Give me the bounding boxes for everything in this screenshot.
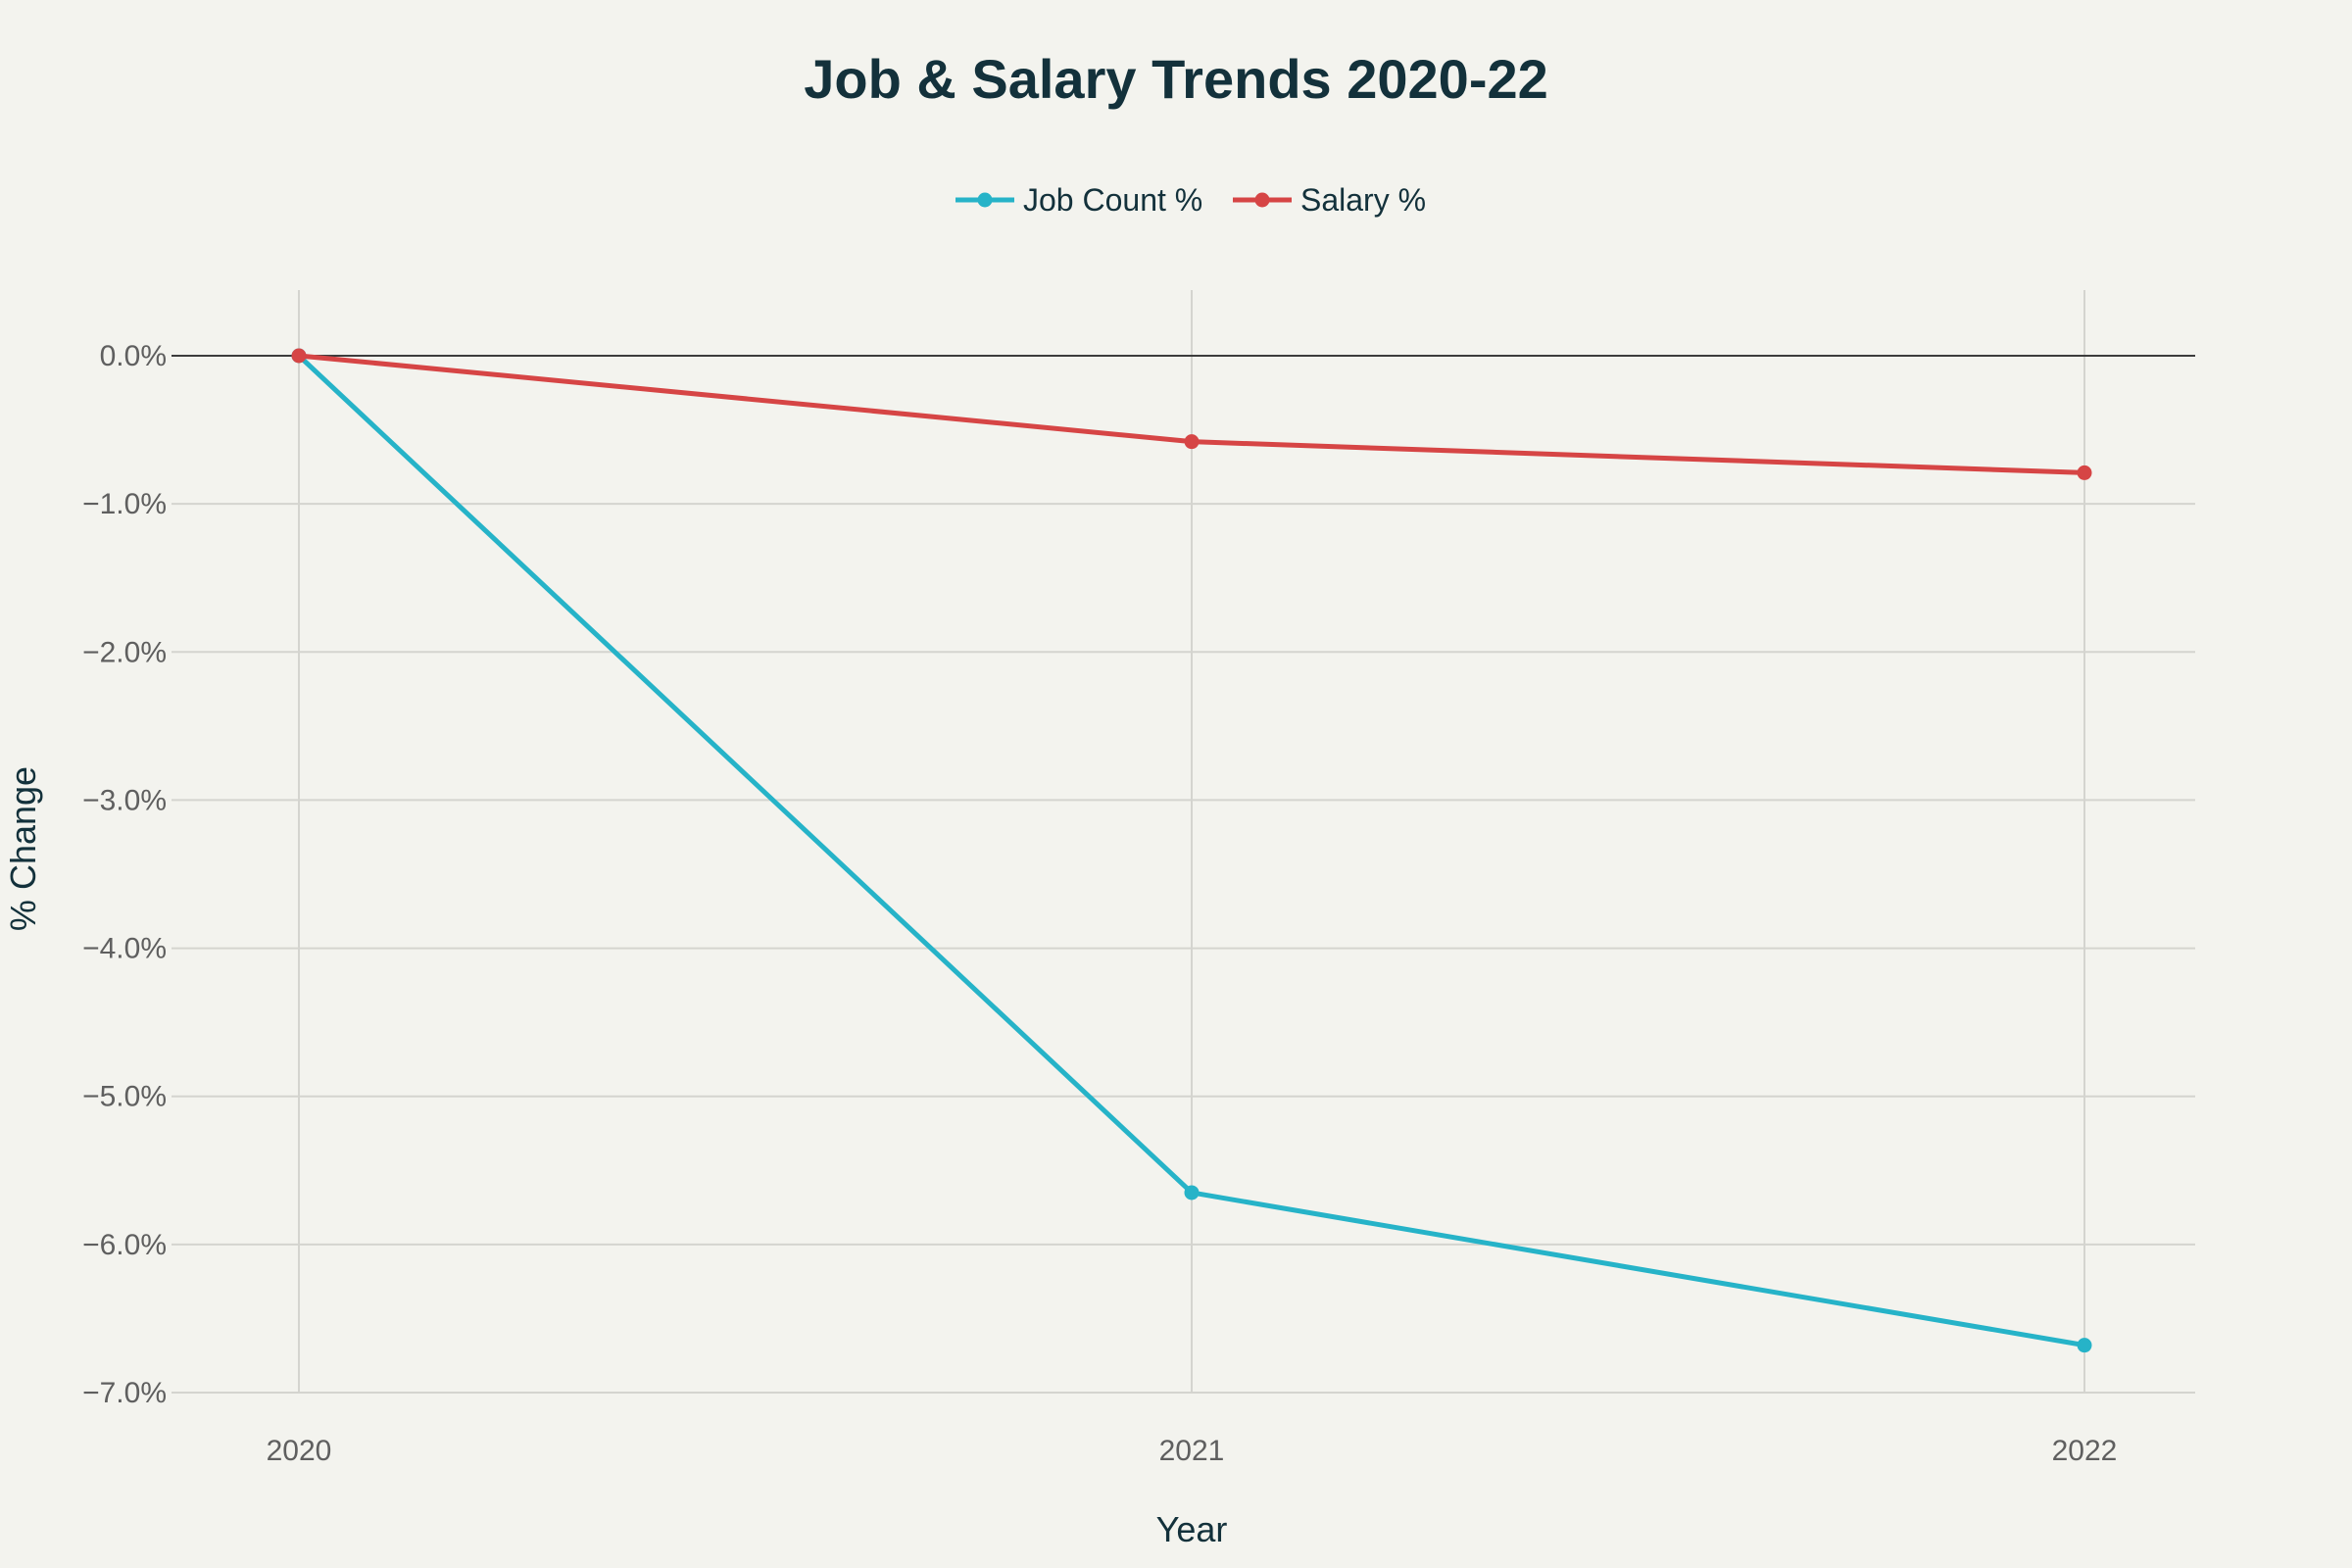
y-axis-title: % Change — [3, 766, 43, 931]
data-point[interactable] — [1184, 434, 1200, 450]
x-tick-label: 2020 — [267, 1435, 332, 1467]
chart-title: Job & Salary Trends 2020-22 — [804, 48, 1548, 110]
y-tick-label: −6.0% — [82, 1229, 167, 1261]
x-gridlines — [298, 290, 2085, 1393]
series-1 — [291, 348, 2092, 480]
data-point[interactable] — [1184, 1185, 1200, 1200]
legend-item[interactable]: Salary % — [1233, 182, 1426, 218]
legend-item[interactable]: Job Count % — [956, 182, 1202, 218]
x-tick-label: 2021 — [1159, 1435, 1225, 1467]
y-tick-label: −1.0% — [82, 488, 167, 520]
y-gridlines — [172, 355, 2195, 1394]
legend-swatch-marker — [977, 192, 993, 208]
x-tick-labels: 2020 2021 2022 — [267, 1435, 2118, 1467]
series-layer — [291, 348, 2092, 1353]
data-point[interactable] — [2077, 465, 2092, 480]
legend-label: Salary % — [1300, 182, 1426, 218]
y-tick-label: −3.0% — [82, 784, 167, 816]
y-tick-label: −7.0% — [82, 1377, 167, 1409]
data-point[interactable] — [291, 348, 307, 364]
legend[interactable]: Job Count % Salary % — [956, 182, 1426, 218]
data-point[interactable] — [2077, 1338, 2092, 1353]
y-tick-labels: 0.0% −1.0% −2.0% −3.0% −4.0% −5.0% −6.0% −7.0% — [82, 340, 167, 1409]
y-tick-label: −2.0% — [82, 636, 167, 668]
y-tick-label: 0.0% — [100, 340, 167, 372]
x-axis-title: Year — [1156, 1509, 1228, 1549]
legend-label: Job Count % — [1023, 182, 1202, 218]
legend-swatch-marker — [1254, 192, 1270, 208]
y-tick-label: −4.0% — [82, 933, 167, 965]
x-tick-label: 2022 — [2052, 1435, 2118, 1467]
y-tick-label: −5.0% — [82, 1081, 167, 1113]
